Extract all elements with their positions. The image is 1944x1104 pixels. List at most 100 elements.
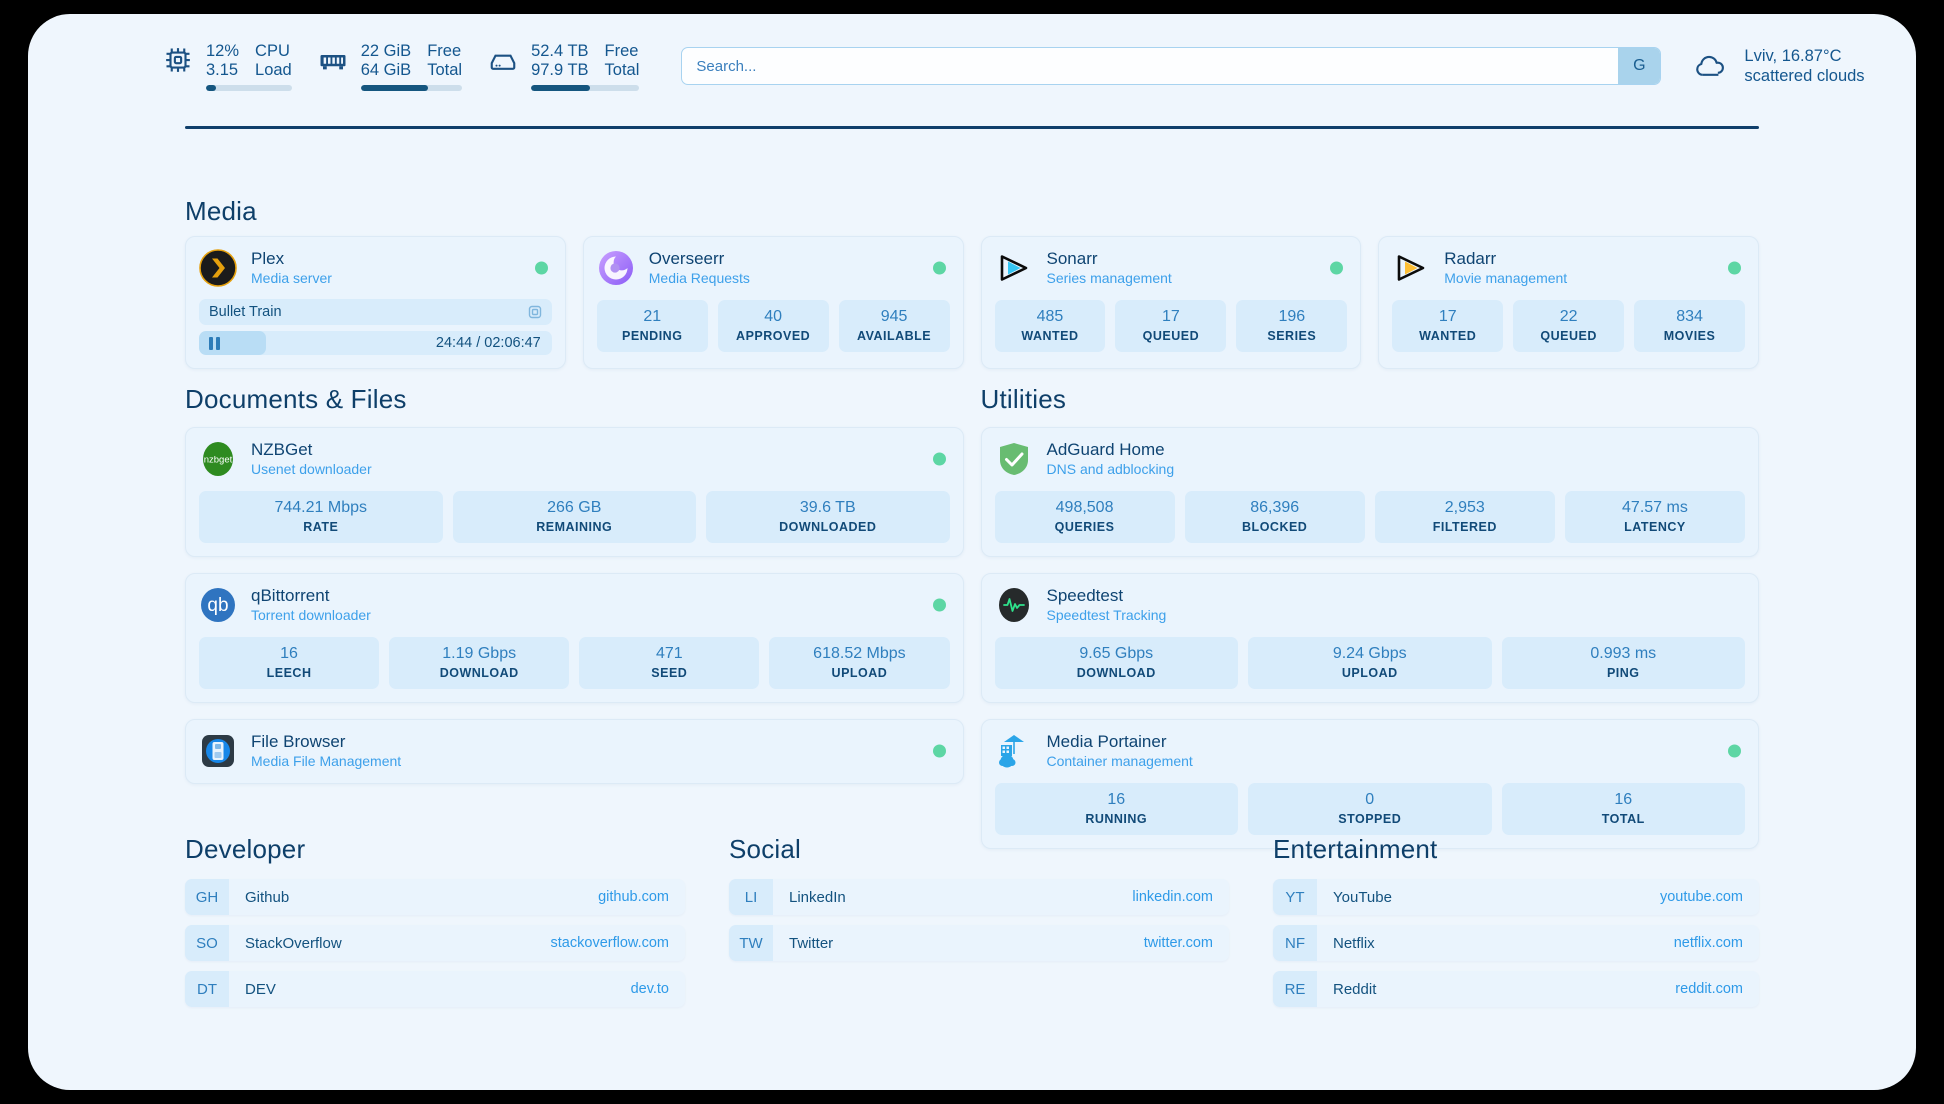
stat-label: MOVIES	[1663, 329, 1716, 343]
stat-label: TOTAL	[1601, 812, 1645, 826]
card-plex[interactable]: Plex Media server Bullet Train 24:44 / 0…	[185, 236, 566, 369]
bookmark-abbr: RE	[1273, 971, 1317, 1007]
svg-text:qb: qb	[207, 595, 228, 616]
bookmark-name: Reddit	[1333, 980, 1377, 998]
stat-value: 39.6 TB	[799, 499, 856, 516]
stat-tile: 9.65 Gbps DOWNLOAD	[994, 637, 1238, 689]
status-badge	[932, 744, 946, 758]
bookmark-abbr: GH	[185, 879, 229, 915]
stat-value: 498,508	[1055, 499, 1114, 516]
card-speedtest[interactable]: Speedtest Speedtest Tracking 9.65 Gbps D…	[980, 573, 1759, 703]
card-title: File Browser	[251, 732, 346, 751]
card-title: NZBGet	[251, 440, 313, 459]
stat-cpu: 12% 3.15 CPU Load	[163, 42, 292, 91]
stat-tiles: 17 WANTED 22 QUEUED 834 MOVIES	[1392, 300, 1746, 352]
stat-tile: 834 MOVIES	[1634, 300, 1746, 352]
stat-label: STOPPED	[1338, 812, 1402, 826]
stat-value: 40	[764, 308, 783, 325]
bookmark-group-social: Social LI LinkedIn linkedin.com TW Twitt…	[729, 834, 1229, 1017]
bookmark-name: Netflix	[1333, 934, 1375, 952]
card-sonarr[interactable]: Sonarr Series management 485 WANTED 17 Q…	[980, 236, 1362, 369]
bookmark-item-stackoverflow[interactable]: SO StackOverflow stackoverflow.com	[185, 925, 685, 961]
stat-value: 9.65 Gbps	[1079, 645, 1154, 662]
stat-value: 86,396	[1250, 499, 1300, 516]
playback-time: 24:44 / 02:06:47	[435, 335, 541, 351]
cast-icon[interactable]	[527, 304, 543, 320]
stat-label: SERIES	[1267, 329, 1317, 343]
stat-label: BLOCKED	[1242, 520, 1308, 534]
column-utilities: Utilities AdGuard Home DNS and adblockin…	[980, 384, 1759, 849]
stat-value: 9.24 Gbps	[1332, 645, 1407, 662]
stat-label: QUEUED	[1142, 329, 1200, 343]
disk-free-label: Free	[604, 41, 639, 60]
cpu-usage-bar	[206, 84, 292, 91]
bookmark-abbr: SO	[185, 925, 229, 961]
stat-tile: 86,396 BLOCKED	[1184, 491, 1365, 543]
playback-progress-bar[interactable]: 24:44 / 02:06:47	[199, 331, 552, 355]
media-cards-row: Plex Media server Bullet Train 24:44 / 0…	[185, 236, 1759, 369]
bookmark-item-github[interactable]: GH Github github.com	[185, 879, 685, 915]
section-title-developer: Developer	[185, 834, 306, 864]
stat-tiles: 16 RUNNING 0 STOPPED 16 TOTAL	[994, 783, 1745, 835]
card-subtitle: Series management	[1046, 270, 1172, 286]
stat-value: 945	[880, 308, 908, 325]
card-subtitle: Media File Management	[251, 753, 402, 769]
stat-value: 16	[1614, 791, 1633, 808]
stat-tiles: 498,508 QUERIES 86,396 BLOCKED 2,953 FIL…	[994, 491, 1745, 543]
stat-label: FILTERED	[1432, 520, 1497, 534]
card-adguard-home[interactable]: AdGuard Home DNS and adblocking 498,508 …	[980, 427, 1759, 557]
stat-value: 2,953	[1444, 499, 1485, 516]
card-radarr[interactable]: Radarr Movie management 17 WANTED 22 QUE…	[1378, 236, 1759, 369]
stat-value: 17	[1161, 308, 1180, 325]
stat-tile: 1.19 Gbps DOWNLOAD	[389, 637, 570, 689]
bookmark-host: youtube.com	[1659, 889, 1743, 905]
search-submit-button[interactable]: G	[1618, 48, 1661, 84]
stat-value: 21	[643, 308, 662, 325]
pause-icon[interactable]	[209, 336, 220, 350]
card-file-browser[interactable]: File Browser Media File Management	[185, 719, 964, 784]
bookmark-item-youtube[interactable]: YT YouTube youtube.com	[1273, 879, 1759, 915]
card-title: Overseerr	[648, 249, 725, 268]
now-playing-row[interactable]: Bullet Train	[199, 299, 552, 325]
bookmark-abbr: YT	[1273, 879, 1317, 915]
card-nzbget[interactable]: nzbget NZBGet Usenet downloader 744.21 M…	[185, 427, 964, 557]
card-subtitle: Media server	[251, 270, 332, 286]
card-title: AdGuard Home	[1046, 440, 1165, 459]
disk-free-value: 52.4 TB	[531, 41, 589, 60]
search-bar[interactable]: G	[681, 47, 1662, 85]
bookmark-group-entertainment: Entertainment YT YouTube youtube.com NF …	[1273, 834, 1759, 1017]
status-badge	[534, 261, 548, 275]
memory-usage-bar	[360, 84, 463, 91]
bookmark-name: YouTube	[1333, 888, 1392, 906]
stat-value: 0.993 ms	[1590, 645, 1657, 662]
stat-tile: 0 STOPPED	[1248, 783, 1492, 835]
card-overseerr[interactable]: Overseerr Media Requests 21 PENDING 40 A…	[582, 236, 964, 369]
stat-label: UPLOAD	[831, 666, 888, 680]
search-input[interactable]	[682, 48, 1619, 84]
stat-tiles: 16 LEECH 1.19 Gbps DOWNLOAD 471 SEED 618…	[199, 637, 950, 689]
stat-label: PENDING	[621, 329, 683, 343]
bookmark-name: Twitter	[789, 934, 834, 952]
section-title-utilities: Utilities	[980, 384, 1067, 414]
card-subtitle: Movie management	[1444, 270, 1568, 286]
status-badge	[1330, 261, 1344, 275]
bookmark-item-dev[interactable]: DT DEV dev.to	[185, 971, 685, 1007]
stat-tile: 17 QUEUED	[1115, 300, 1227, 352]
bookmark-item-twitter[interactable]: TW Twitter twitter.com	[729, 925, 1229, 961]
stat-label: QUEUED	[1540, 329, 1597, 343]
bookmark-item-netflix[interactable]: NF Netflix netflix.com	[1273, 925, 1759, 961]
section-title-entertainment: Entertainment	[1273, 834, 1438, 864]
bookmark-name: LinkedIn	[789, 888, 846, 906]
bookmark-item-linkedin[interactable]: LI LinkedIn linkedin.com	[729, 879, 1229, 915]
card-subtitle: Container management	[1046, 753, 1193, 769]
bookmark-host: netflix.com	[1673, 935, 1743, 951]
disk-total-value: 97.9 TB	[531, 60, 589, 79]
card-qbittorrent[interactable]: qb qBittorrent Torrent downloader 16 LEE…	[185, 573, 964, 703]
status-badge	[932, 452, 946, 466]
stat-tile: 945 AVAILABLE	[838, 300, 950, 352]
bookmark-item-reddit[interactable]: RE Reddit reddit.com	[1273, 971, 1759, 1007]
card-media-portainer[interactable]: Media Portainer Container management 16 …	[980, 719, 1759, 849]
memory-free-label: Free	[427, 41, 462, 60]
scattered-clouds-icon	[1691, 49, 1731, 83]
card-title: Speedtest	[1046, 586, 1124, 605]
